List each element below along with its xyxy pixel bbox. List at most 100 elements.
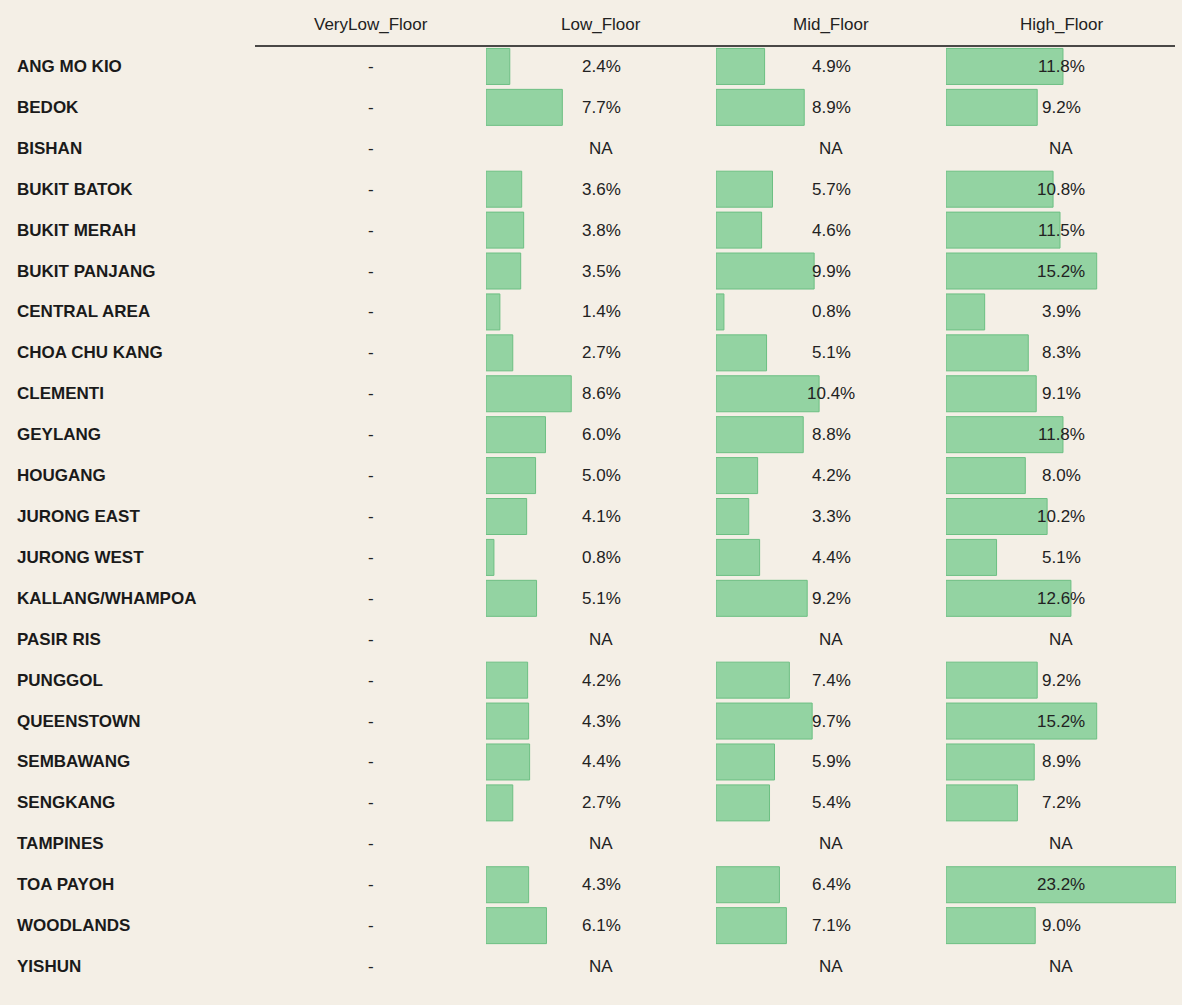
svg-text:NA: NA — [1049, 834, 1073, 853]
svg-text:-: - — [368, 712, 374, 731]
svg-text:7.4%: 7.4% — [812, 671, 851, 690]
svg-text:GEYLANG: GEYLANG — [17, 425, 101, 444]
svg-text:5.1%: 5.1% — [582, 589, 621, 608]
svg-text:2.4%: 2.4% — [582, 57, 621, 76]
svg-text:15.2%: 15.2% — [1037, 262, 1085, 281]
svg-text:TOA PAYOH: TOA PAYOH — [17, 875, 114, 894]
svg-text:12.6%: 12.6% — [1037, 589, 1085, 608]
svg-text:NA: NA — [589, 834, 613, 853]
svg-text:23.2%: 23.2% — [1037, 875, 1085, 894]
svg-text:4.2%: 4.2% — [812, 466, 851, 485]
svg-text:VeryLow_Floor: VeryLow_Floor — [314, 15, 428, 34]
svg-text:JURONG WEST: JURONG WEST — [17, 548, 144, 567]
svg-text:9.2%: 9.2% — [1042, 671, 1081, 690]
svg-text:6.4%: 6.4% — [812, 875, 851, 894]
svg-text:BISHAN: BISHAN — [17, 139, 82, 158]
svg-text:8.3%: 8.3% — [1042, 343, 1081, 362]
svg-text:TAMPINES: TAMPINES — [17, 834, 104, 853]
svg-text:11.8%: 11.8% — [1038, 425, 1085, 444]
svg-text:-: - — [368, 548, 374, 567]
svg-text:8.9%: 8.9% — [1042, 752, 1081, 771]
svg-text:-: - — [368, 957, 374, 976]
svg-text:NA: NA — [1049, 139, 1073, 158]
svg-text:QUEENSTOWN: QUEENSTOWN — [17, 712, 140, 731]
svg-text:15.2%: 15.2% — [1037, 712, 1085, 731]
svg-text:NA: NA — [819, 957, 843, 976]
svg-text:7.1%: 7.1% — [812, 916, 851, 935]
svg-text:0.8%: 0.8% — [582, 548, 621, 567]
svg-text:-: - — [368, 98, 374, 117]
svg-text:-: - — [368, 589, 374, 608]
svg-text:6.0%: 6.0% — [582, 425, 621, 444]
svg-text:-: - — [368, 221, 374, 240]
svg-text:5.7%: 5.7% — [812, 180, 851, 199]
svg-text:-: - — [368, 384, 374, 403]
svg-text:4.4%: 4.4% — [812, 548, 851, 567]
svg-text:NA: NA — [589, 957, 613, 976]
svg-text:PUNGGOL: PUNGGOL — [17, 671, 103, 690]
svg-text:-: - — [368, 139, 374, 158]
svg-text:NA: NA — [1049, 957, 1073, 976]
svg-text:CLEMENTI: CLEMENTI — [17, 384, 104, 403]
svg-text:-: - — [368, 180, 374, 199]
svg-text:5.4%: 5.4% — [812, 793, 851, 812]
svg-text:8.9%: 8.9% — [812, 98, 851, 117]
svg-text:9.1%: 9.1% — [1042, 384, 1081, 403]
svg-text:9.9%: 9.9% — [812, 262, 851, 281]
svg-text:BUKIT BATOK: BUKIT BATOK — [17, 180, 133, 199]
svg-text:7.7%: 7.7% — [582, 98, 621, 117]
svg-text:9.2%: 9.2% — [1042, 98, 1081, 117]
svg-text:1.4%: 1.4% — [582, 302, 621, 321]
svg-text:5.9%: 5.9% — [812, 752, 851, 771]
svg-text:NA: NA — [819, 139, 843, 158]
svg-text:-: - — [368, 793, 374, 812]
svg-text:YISHUN: YISHUN — [17, 957, 81, 976]
svg-text:-: - — [368, 671, 374, 690]
svg-text:3.6%: 3.6% — [582, 180, 621, 199]
svg-text:NA: NA — [1049, 630, 1073, 649]
svg-text:8.8%: 8.8% — [812, 425, 851, 444]
svg-text:3.9%: 3.9% — [1042, 302, 1081, 321]
svg-text:-: - — [368, 425, 374, 444]
svg-text:6.1%: 6.1% — [582, 916, 621, 935]
svg-text:4.4%: 4.4% — [582, 752, 621, 771]
svg-text:-: - — [368, 343, 374, 362]
svg-text:-: - — [368, 916, 374, 935]
svg-text:5.1%: 5.1% — [1042, 548, 1081, 567]
svg-text:3.5%: 3.5% — [582, 262, 621, 281]
svg-text:2.7%: 2.7% — [582, 343, 621, 362]
svg-text:NA: NA — [589, 630, 613, 649]
svg-text:WOODLANDS: WOODLANDS — [17, 916, 130, 935]
svg-text:CENTRAL AREA: CENTRAL AREA — [17, 302, 150, 321]
svg-text:10.2%: 10.2% — [1037, 507, 1085, 526]
svg-text:4.9%: 4.9% — [812, 57, 851, 76]
svg-text:4.3%: 4.3% — [582, 875, 621, 894]
svg-text:9.2%: 9.2% — [812, 589, 851, 608]
svg-text:-: - — [368, 507, 374, 526]
svg-text:-: - — [368, 57, 374, 76]
svg-text:CHOA CHU KANG: CHOA CHU KANG — [17, 343, 163, 362]
svg-text:9.0%: 9.0% — [1042, 916, 1081, 935]
svg-text:3.3%: 3.3% — [812, 507, 851, 526]
svg-text:-: - — [368, 875, 374, 894]
svg-text:High_Floor: High_Floor — [1020, 15, 1103, 34]
svg-text:PASIR RIS: PASIR RIS — [17, 630, 101, 649]
svg-text:Low_Floor: Low_Floor — [561, 15, 641, 34]
svg-text:-: - — [368, 834, 374, 853]
svg-text:-: - — [368, 630, 374, 649]
svg-text:NA: NA — [819, 834, 843, 853]
svg-text:11.8%: 11.8% — [1038, 57, 1085, 76]
svg-text:10.8%: 10.8% — [1037, 180, 1085, 199]
svg-text:5.1%: 5.1% — [812, 343, 851, 362]
svg-text:BUKIT PANJANG: BUKIT PANJANG — [17, 262, 156, 281]
svg-text:4.1%: 4.1% — [582, 507, 621, 526]
svg-text:4.6%: 4.6% — [812, 221, 851, 240]
svg-text:4.3%: 4.3% — [582, 712, 621, 731]
svg-text:3.8%: 3.8% — [582, 221, 621, 240]
svg-text:11.5%: 11.5% — [1038, 221, 1085, 240]
svg-text:-: - — [368, 302, 374, 321]
svg-text:JURONG EAST: JURONG EAST — [17, 507, 140, 526]
svg-text:4.2%: 4.2% — [582, 671, 621, 690]
svg-text:ANG MO KIO: ANG MO KIO — [17, 57, 122, 76]
svg-text:9.7%: 9.7% — [812, 712, 851, 731]
